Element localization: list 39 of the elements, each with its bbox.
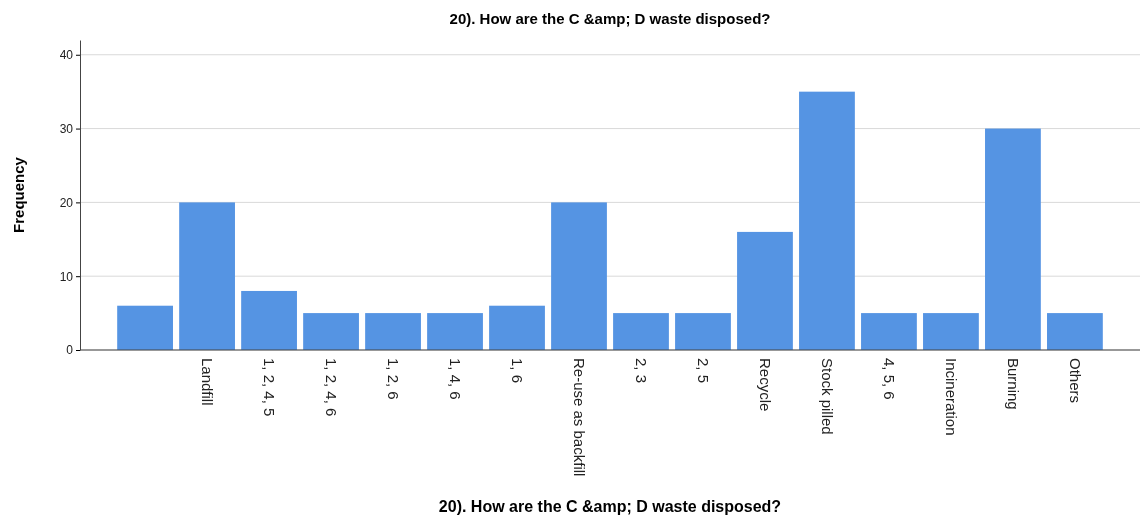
bar	[613, 313, 669, 350]
y-tick-label: 0	[66, 343, 74, 358]
x-tick-label: Landfill	[198, 358, 216, 406]
y-tick-label: 40	[59, 48, 74, 63]
y-tick-label: 20	[59, 195, 74, 210]
bar	[489, 305, 545, 350]
x-tick-label: Stock pilled	[818, 358, 836, 435]
bar	[117, 305, 173, 350]
x-tick-label: 2, 3	[632, 358, 650, 384]
x-tick-label: 1, 2, 4, 6	[322, 358, 340, 417]
x-tick-label: Others	[1066, 358, 1084, 404]
x-tick-label: 1, 2, 4, 5	[260, 358, 278, 417]
bar	[1047, 313, 1103, 350]
bar	[179, 202, 235, 350]
bar	[799, 91, 855, 350]
x-tick-label: Recycle	[756, 358, 774, 412]
y-axis-title: Frequency	[10, 156, 27, 233]
x-tick-label: 2, 5	[694, 358, 712, 384]
x-tick-label: Burning	[1004, 358, 1022, 410]
bar	[365, 313, 421, 350]
bar	[923, 313, 979, 350]
bar	[551, 202, 607, 350]
x-axis-title: 20). How are the C &amp; D waste disposed?	[438, 498, 782, 515]
x-tick-label: 4, 5, 6	[880, 358, 898, 400]
x-tick-label: 1, 4, 6	[446, 358, 464, 400]
x-tick-label: Incineration	[942, 358, 960, 436]
x-tick-label: Re-use as backfill	[570, 358, 588, 477]
x-tick-label: 1, 6	[508, 358, 526, 384]
bar	[241, 290, 297, 350]
chart-title: 20). How are the C &amp; D waste disposed?	[449, 10, 771, 27]
bar	[675, 313, 731, 350]
x-tick-label: 1, 2, 6	[384, 358, 402, 400]
bar	[737, 231, 793, 350]
y-tick-label: 30	[59, 121, 74, 136]
bar	[427, 313, 483, 350]
bar	[303, 313, 359, 350]
bar	[985, 128, 1041, 350]
y-tick-label: 10	[59, 269, 74, 284]
bar	[861, 313, 917, 350]
